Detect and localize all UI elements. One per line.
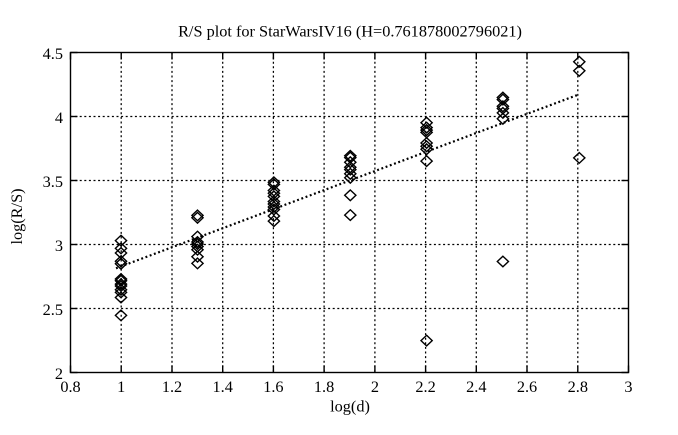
svg-text:1: 1: [117, 377, 125, 396]
svg-text:1.8: 1.8: [314, 377, 334, 396]
svg-text:2.6: 2.6: [517, 377, 537, 396]
svg-text:1.6: 1.6: [263, 377, 283, 396]
svg-text:R/S plot for StarWarsIV16 (H=0: R/S plot for StarWarsIV16 (H=0.761878002…: [178, 22, 522, 41]
svg-text:4.5: 4.5: [43, 44, 63, 63]
svg-text:1.2: 1.2: [162, 377, 182, 396]
svg-text:2.4: 2.4: [466, 377, 486, 396]
svg-text:4: 4: [55, 108, 63, 127]
svg-text:2.2: 2.2: [415, 377, 435, 396]
svg-text:3: 3: [624, 377, 632, 396]
svg-text:log(R/S): log(R/S): [7, 188, 26, 244]
svg-text:0.8: 0.8: [60, 377, 80, 396]
svg-text:2: 2: [55, 364, 63, 383]
svg-text:2: 2: [371, 377, 379, 396]
svg-text:2.8: 2.8: [568, 377, 588, 396]
svg-text:3: 3: [55, 236, 63, 255]
svg-text:1.4: 1.4: [213, 377, 233, 396]
svg-text:3.5: 3.5: [43, 172, 63, 191]
svg-text:log(d): log(d): [330, 397, 370, 416]
svg-text:2.5: 2.5: [43, 300, 63, 319]
